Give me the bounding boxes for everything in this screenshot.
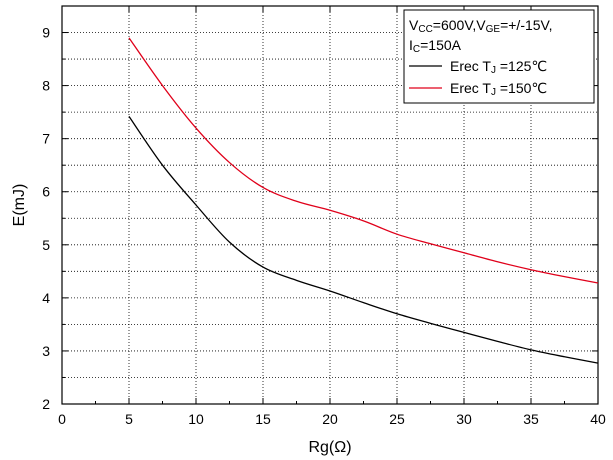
series-line-125 [128, 116, 599, 364]
y-tick-label: 4 [42, 290, 50, 306]
grid [62, 6, 598, 404]
x-tick-label: 10 [188, 411, 204, 427]
x-tick-label: 0 [58, 411, 66, 427]
y-tick-label: 6 [42, 184, 50, 200]
legend-conditions-line2: IC=150A [409, 37, 462, 55]
x-tick-label: 35 [523, 411, 539, 427]
x-tick-label: 15 [255, 411, 271, 427]
x-axis-title: Rg(Ω) [308, 439, 351, 456]
x-tick-label: 5 [125, 411, 133, 427]
y-tick-label: 2 [42, 396, 50, 412]
x-tick-label: 25 [389, 411, 405, 427]
series-lines [128, 37, 599, 364]
y-tick-label: 7 [42, 131, 50, 147]
legend-label-125: Erec TJ =125℃ [450, 58, 547, 76]
x-tick-label: 40 [590, 411, 606, 427]
x-tick-label: 30 [456, 411, 472, 427]
x-tick-label: 20 [322, 411, 338, 427]
y-axis-title: E(mJ) [11, 184, 28, 227]
y-tick-label: 3 [42, 343, 50, 359]
legend: VCC=600V,VGE=+/-15V, IC=150A Erec TJ =12… [403, 9, 595, 104]
ticks: 0 5 10 15 20 25 30 35 40 2 3 4 5 6 7 8 9 [42, 6, 606, 427]
y-tick-label: 8 [42, 78, 50, 94]
legend-label-150: Erec TJ =150℃ [450, 80, 547, 98]
y-tick-label: 9 [42, 25, 50, 41]
y-tick-label: 5 [42, 237, 50, 253]
legend-conditions-line1: VCC=600V,VGE=+/-15V, [409, 17, 553, 35]
series-line-150 [128, 37, 599, 284]
